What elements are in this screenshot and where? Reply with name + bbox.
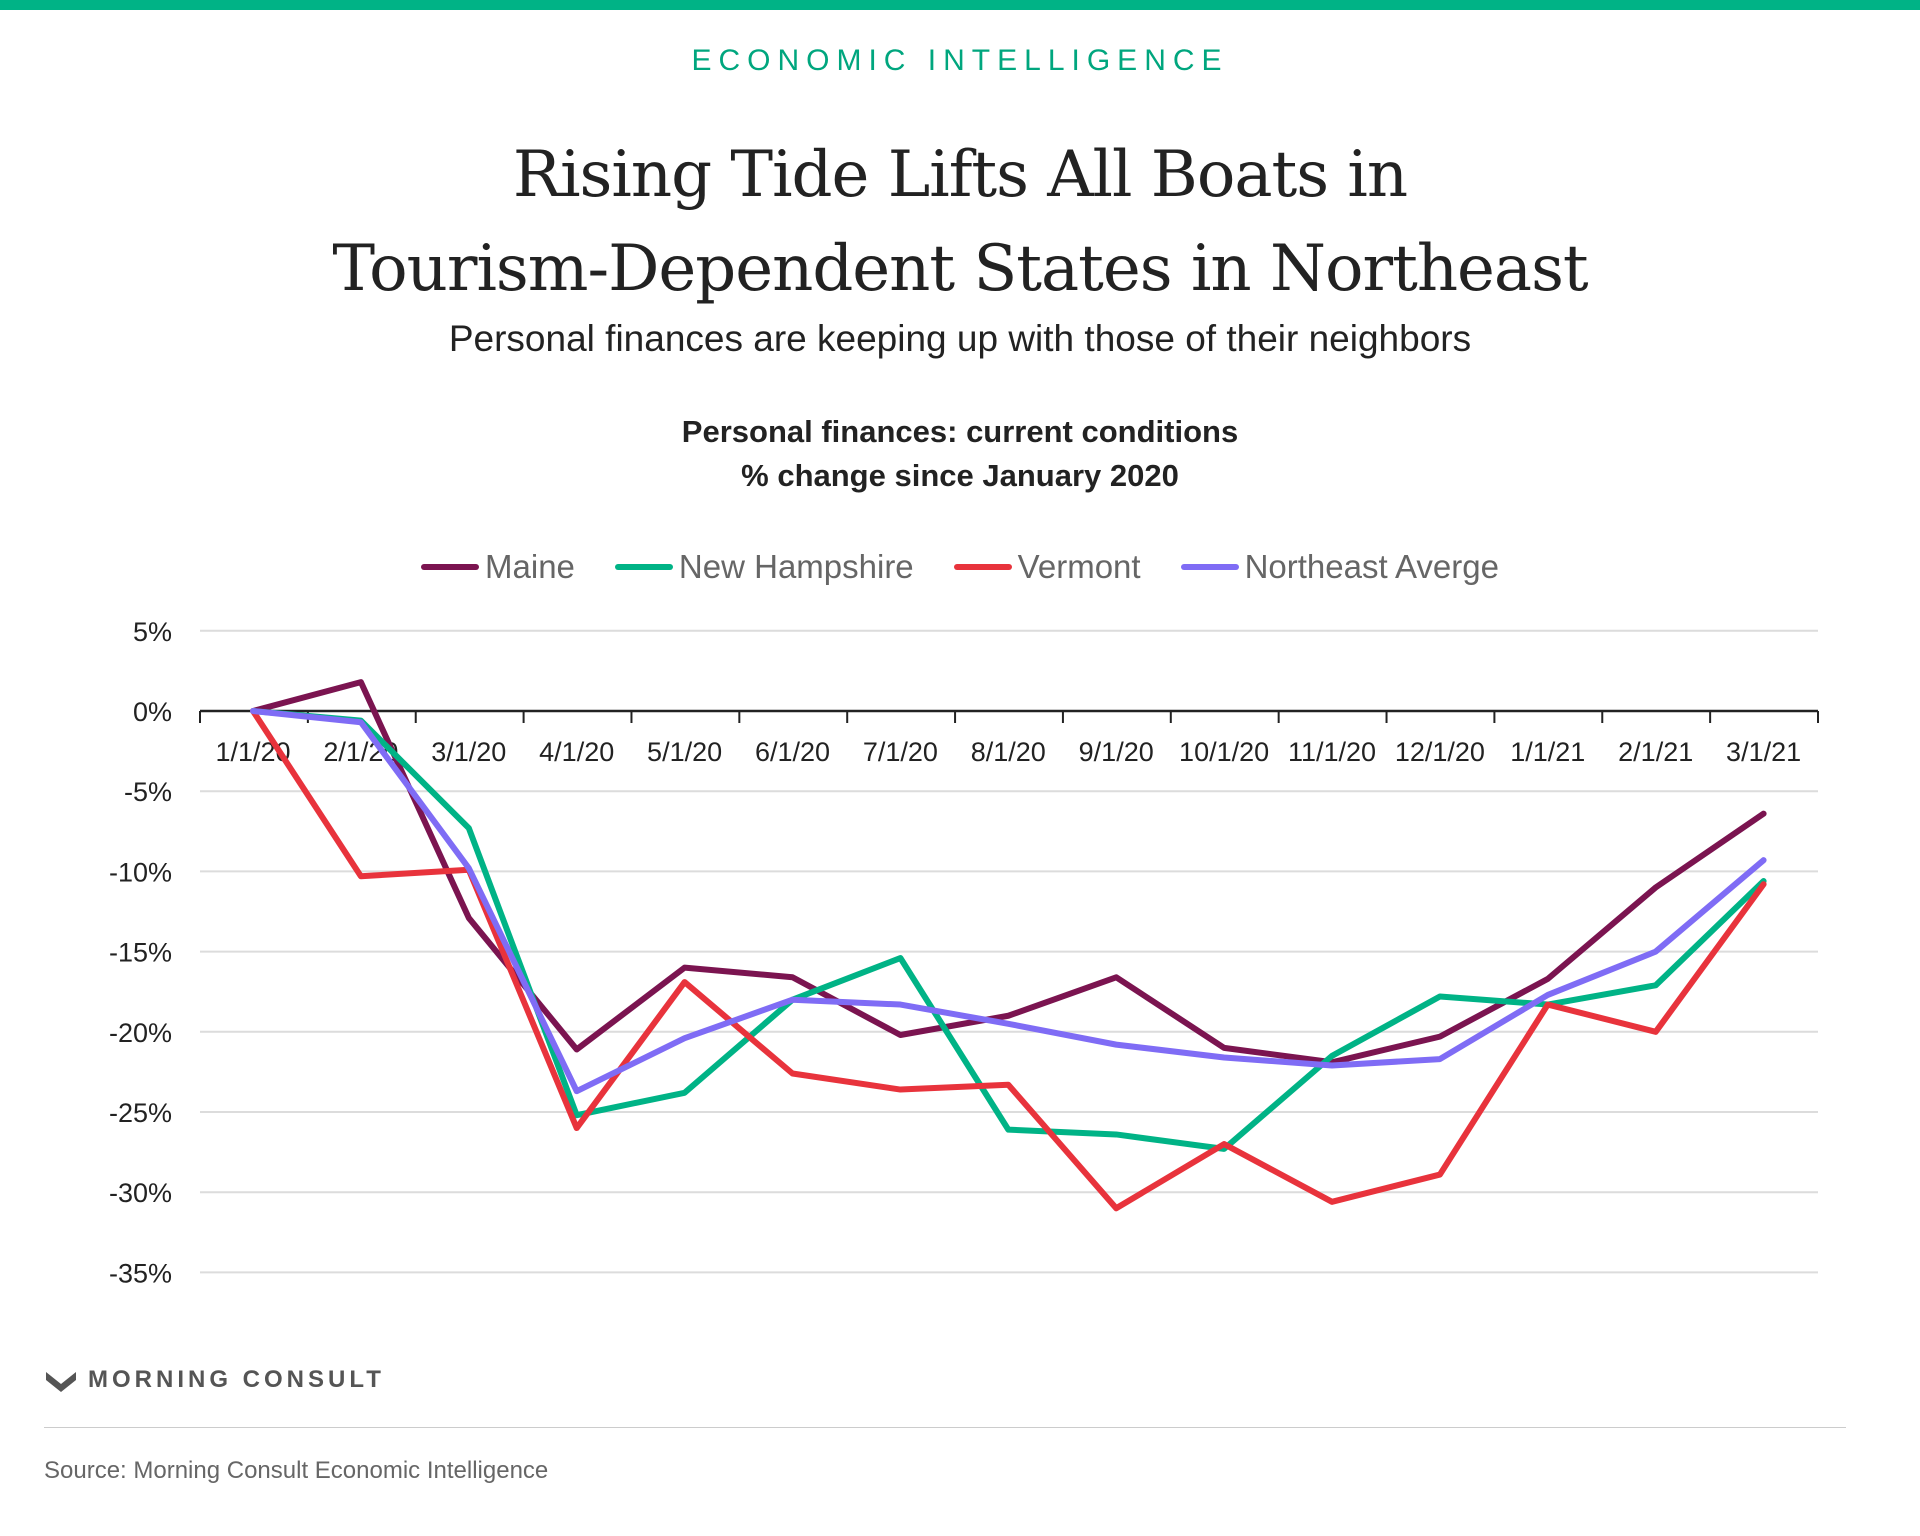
series-line-new-hampshire [250, 708, 1767, 1152]
legend-swatch [953, 564, 1012, 570]
x-tick-label: 5/1/20 [647, 737, 722, 767]
legend-swatch [1180, 564, 1239, 570]
x-tick-label: 6/1/20 [755, 737, 830, 767]
chart-title: Personal finances: current conditions % … [0, 410, 1920, 498]
logo-text: MORNING CONSULT [88, 1366, 385, 1393]
morning-consult-logo: MORNING CONSULT [46, 1366, 385, 1394]
x-tick-label: 3/1/21 [1726, 737, 1801, 767]
x-tick-label: 2/1/21 [1618, 737, 1693, 767]
x-tick-label: 4/1/20 [539, 737, 614, 767]
legend-label: New Hampshire [678, 548, 914, 585]
legend-item-vermont: Vermont [953, 548, 1141, 586]
title-line-2: Tourism-Dependent States in Northeast [332, 232, 1588, 306]
x-tick-label: 8/1/20 [971, 737, 1046, 767]
legend-item-new-hampshire: New Hampshire [614, 548, 914, 586]
legend-item-northeast-average: Northeast Averge [1180, 548, 1499, 586]
title-line-1: Rising Tide Lifts All Boats in [512, 138, 1408, 212]
series-line-northeast-averge [250, 708, 1767, 1095]
legend-label: Northeast Averge [1244, 548, 1499, 585]
top-accent-bar [0, 0, 1920, 10]
page-title: Rising Tide Lifts All Boats in Tourism-D… [0, 128, 1920, 316]
y-tick-label: -30% [109, 1178, 172, 1208]
legend-item-maine: Maine [421, 548, 575, 586]
x-tick-label: 1/1/21 [1510, 737, 1585, 767]
y-tick-label: -15% [109, 938, 172, 968]
logo-mark-icon [46, 1372, 76, 1392]
x-tick-label: 3/1/20 [431, 737, 506, 767]
legend-label: Maine [485, 548, 575, 585]
x-tick-label: 9/1/20 [1079, 737, 1154, 767]
y-tick-label: -5% [124, 777, 172, 807]
legend: Maine New Hampshire Vermont Northeast Av… [0, 548, 1920, 586]
y-tick-label: -35% [109, 1258, 172, 1288]
x-tick-label: 10/1/20 [1179, 737, 1269, 767]
y-tick-label: 5% [133, 617, 172, 647]
y-tick-label: -20% [109, 1018, 172, 1048]
legend-swatch [614, 564, 673, 570]
y-tick-label: 0% [133, 697, 172, 727]
y-tick-label: -10% [109, 857, 172, 887]
subtitle: Personal finances are keeping up with th… [448, 318, 1472, 359]
x-tick-label: 11/1/20 [1288, 737, 1376, 767]
chart-title-line-1: Personal finances: current conditions [681, 414, 1239, 449]
footer-divider [44, 1427, 1846, 1428]
chart-title-line-2: % change since January 2020 [741, 458, 1179, 493]
kicker: ECONOMIC INTELLIGENCE [691, 44, 1229, 77]
series-line-vermont [250, 708, 1767, 1212]
y-tick-label: -25% [109, 1098, 172, 1128]
x-tick-label: 12/1/20 [1395, 737, 1485, 767]
legend-swatch [421, 564, 480, 570]
source-note: Source: Morning Consult Economic Intelli… [44, 1457, 549, 1484]
x-tick-label: 7/1/20 [863, 737, 938, 767]
legend-label: Vermont [1017, 548, 1141, 585]
